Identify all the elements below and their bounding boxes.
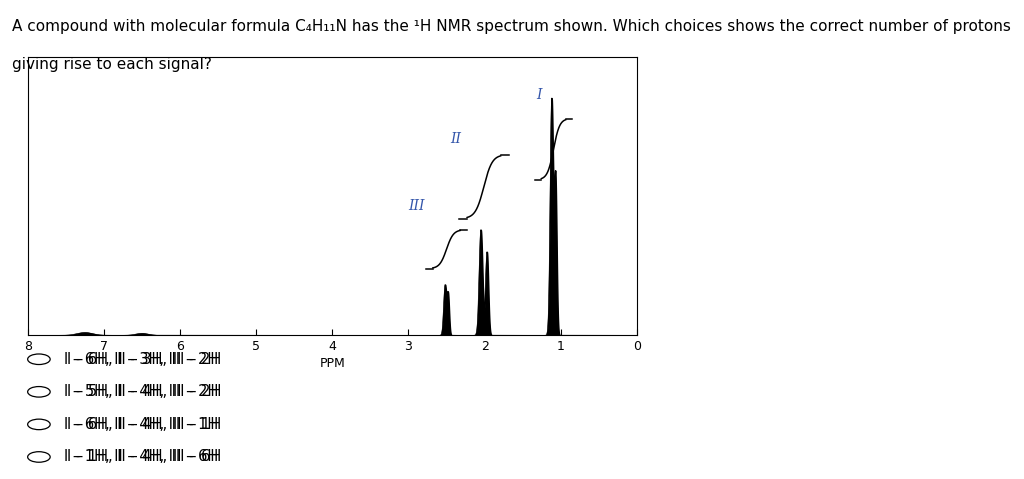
Text: I – 1H, II – 4H, III – 6H: I – 1H, II – 4H, III – 6H bbox=[63, 449, 218, 465]
Text: I – 6H, II – 4H, III – 1H: I – 6H, II – 4H, III – 1H bbox=[68, 417, 221, 432]
Text: I – 1H, II – 4H, III – 6H: I – 1H, II – 4H, III – 6H bbox=[68, 449, 221, 465]
Text: A compound with molecular formula C₄H₁₁N has the ¹H NMR spectrum shown. Which ch: A compound with molecular formula C₄H₁₁N… bbox=[12, 19, 1011, 34]
Text: III: III bbox=[408, 199, 424, 213]
Text: I – 6H, II – 3H, III – 2H: I – 6H, II – 3H, III – 2H bbox=[63, 352, 218, 367]
Text: I – 5H, II – 4H, III – 2H: I – 5H, II – 4H, III – 2H bbox=[63, 384, 218, 399]
Text: I: I bbox=[537, 88, 542, 102]
Text: I – 6H, II – 4H, III – 1H: I – 6H, II – 4H, III – 1H bbox=[63, 417, 218, 432]
Text: I – 5H, II – 4H, III – 2H: I – 5H, II – 4H, III – 2H bbox=[68, 384, 221, 399]
Text: giving rise to each signal?: giving rise to each signal? bbox=[12, 57, 212, 72]
Text: II: II bbox=[451, 132, 461, 147]
Text: I – 6H, II – 3H, III – 2H: I – 6H, II – 3H, III – 2H bbox=[68, 352, 221, 367]
X-axis label: PPM: PPM bbox=[319, 357, 345, 370]
